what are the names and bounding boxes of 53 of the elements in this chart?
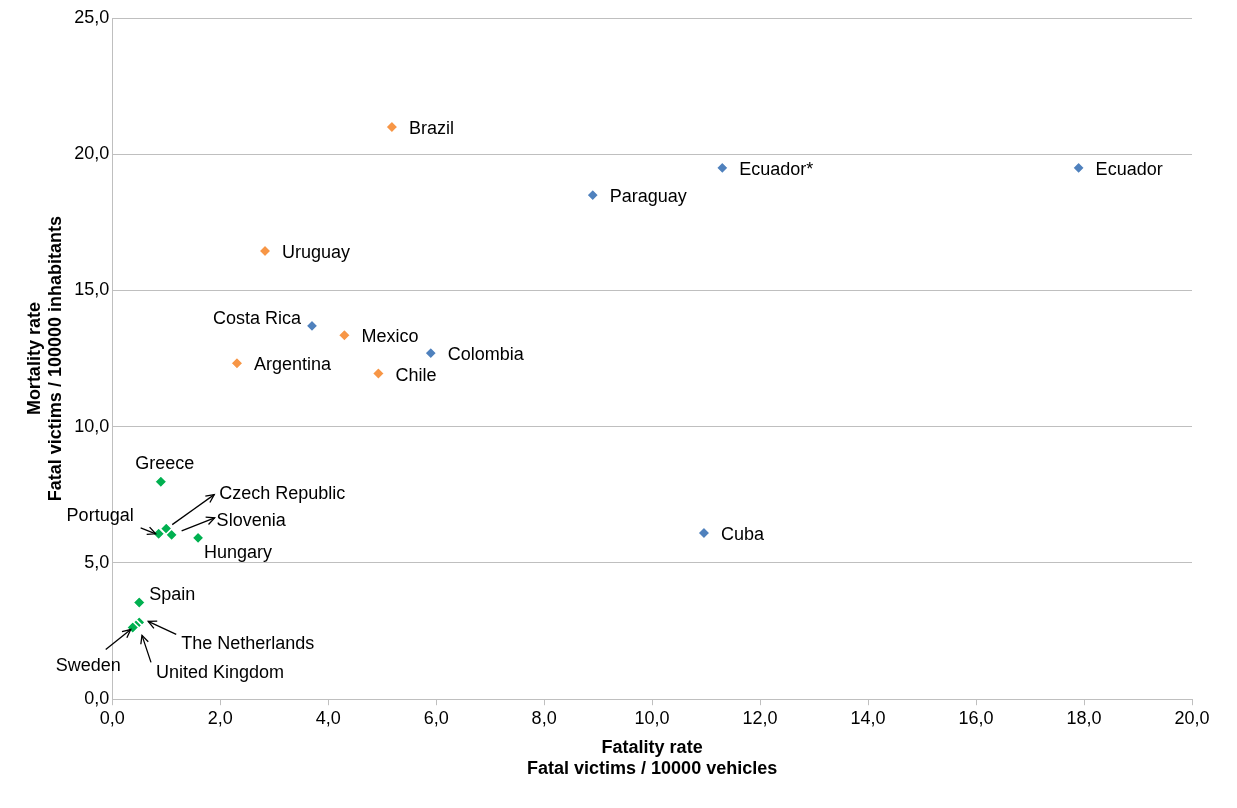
annotation: Paraguay: [609, 186, 687, 207]
annotation: Costa Rica: [212, 307, 302, 328]
x-tick-label: 14,0: [850, 707, 886, 728]
annotation: Colombia: [447, 344, 525, 365]
point: [385, 120, 399, 134]
annotation: Cuba: [720, 523, 765, 544]
annotation: Portugal: [66, 504, 134, 525]
annotation: Czech Republic: [219, 482, 346, 503]
point: [154, 475, 168, 489]
x-tick-label: 8,0: [531, 707, 557, 728]
x-tick-label: 0,0: [99, 707, 125, 728]
point: [424, 346, 438, 360]
y-tick-label: 10,0: [74, 415, 110, 436]
point: [337, 328, 352, 342]
y-tick-label: 5,0: [84, 551, 110, 572]
x-tick-label: 4,0: [315, 707, 341, 728]
x-axis-title: Fatality rate Fatal victims / 10000 vehicles: [527, 736, 778, 779]
annotation: Greece: [135, 452, 195, 473]
y-tick-label: 15,0: [74, 279, 110, 300]
x-tick-label: 12,0: [742, 707, 778, 728]
annotation: United Kingdom: [155, 662, 285, 683]
annotation: Mexico: [361, 326, 419, 347]
annotation: Brazil: [408, 117, 454, 138]
point: [191, 531, 205, 545]
point: [230, 356, 244, 370]
x-tick-label: 20,0: [1174, 707, 1210, 728]
y-tick-label: 20,0: [74, 143, 110, 164]
point: [305, 319, 319, 333]
x-tick-label: 2,0: [207, 707, 233, 728]
point: [371, 366, 386, 381]
y-tick-label: 0,0: [84, 688, 110, 709]
point: [715, 161, 730, 175]
annotation: The Netherlands: [181, 633, 315, 654]
annotation: Ecuador*: [739, 158, 814, 179]
x-tick-label: 10,0: [634, 707, 670, 728]
annotation: Spain: [149, 584, 196, 605]
x-tick-label: 18,0: [1066, 707, 1102, 728]
annotation: Ecuador: [1095, 158, 1163, 179]
annotation: Chile: [395, 364, 437, 385]
point: [1071, 161, 1086, 175]
point: [258, 244, 272, 258]
y-axis-title: Mortality rate Fatal victims / 100000 inhabitants: [23, 216, 66, 502]
annotation: Sweden: [55, 654, 121, 675]
point: [164, 528, 179, 542]
annotation: Uruguay: [282, 241, 351, 262]
point: [132, 595, 146, 610]
annotation: Slovenia: [216, 509, 287, 530]
x-tick-label: 6,0: [423, 707, 449, 728]
annotation: Hungary: [204, 541, 273, 562]
point: [697, 526, 711, 540]
x-tick-label: 16,0: [958, 707, 994, 728]
annotation: Argentina: [253, 354, 332, 375]
y-tick-label: 25,0: [74, 6, 110, 27]
